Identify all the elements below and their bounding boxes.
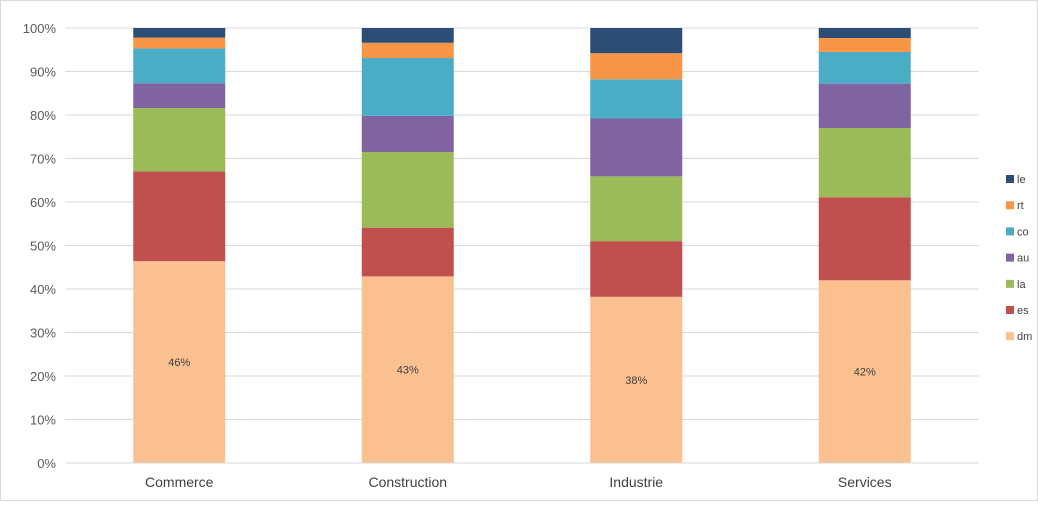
x-tick-label: Construction: [368, 474, 447, 490]
legend-swatch: [1006, 279, 1014, 288]
legend-label: es: [1017, 305, 1029, 317]
bar-segment-le: [133, 28, 226, 38]
legend-item-au: au: [1006, 253, 1029, 265]
legend-item-la: la: [1006, 279, 1026, 291]
bar-segment-es: [590, 241, 683, 297]
bar-segment-la: [133, 108, 226, 172]
legend-item-co: co: [1006, 226, 1029, 238]
bar-segment-dm: [818, 280, 911, 463]
data-labels: 46% 43% 38% 42%: [168, 357, 876, 387]
bar-segment-es: [361, 227, 454, 277]
legend-label: le: [1017, 174, 1026, 186]
data-label: 43%: [397, 365, 419, 377]
bar-segment-au: [590, 118, 683, 177]
legend-item-dm: dm: [1006, 331, 1032, 343]
legend-label: dm: [1017, 331, 1032, 343]
bar-segment-la: [818, 128, 911, 198]
y-tick-label: 100%: [23, 21, 57, 36]
bar-segment-rt: [133, 37, 226, 49]
data-label: 46%: [168, 357, 190, 369]
legend-label: co: [1017, 226, 1029, 238]
bar-segment-le: [590, 28, 683, 54]
bar-segment-au: [361, 115, 454, 152]
bar-segment-co: [590, 79, 683, 119]
y-tick-label: 20%: [30, 369, 56, 384]
legend-swatch: [1006, 175, 1014, 183]
legend-swatch: [1006, 332, 1014, 341]
legend-swatch: [1006, 201, 1014, 210]
bar-segment-dm: [133, 261, 226, 463]
bar-segment-co: [818, 51, 911, 84]
bar-segment-dm: [361, 276, 454, 463]
y-tick-label: 60%: [30, 195, 56, 210]
bar-segment-rt: [361, 42, 454, 59]
bar-segment-rt: [590, 53, 683, 80]
bar-segment-co: [133, 48, 226, 84]
legend-swatch: [1006, 227, 1014, 236]
x-tick-label: Industrie: [609, 474, 663, 490]
bar-segment-la: [590, 176, 683, 242]
legend-item-le: le: [1006, 174, 1026, 186]
y-tick-label: 80%: [30, 108, 56, 123]
x-axis: Commerce Construction Industrie Services: [65, 462, 979, 490]
legend-label: rt: [1017, 200, 1024, 212]
bar-segment-le: [818, 28, 911, 39]
y-tick-label: 40%: [30, 282, 56, 297]
y-axis: 0% 10% 20% 30% 40% 50% 60% 70% 80% 90% 100%: [23, 21, 57, 471]
y-tick-label: 30%: [30, 326, 56, 341]
legend-swatch: [1006, 306, 1014, 314]
bar-segment-le: [361, 28, 454, 43]
y-tick-label: 50%: [30, 239, 56, 254]
legend-label: la: [1017, 279, 1026, 291]
bar-segment-es: [818, 197, 911, 281]
x-tick-label: Services: [838, 474, 892, 490]
x-tick-label: Commerce: [145, 474, 214, 490]
legend-item-es: es: [1006, 305, 1029, 317]
legend-swatch: [1006, 253, 1014, 262]
bar-segment-dm: [590, 296, 683, 463]
legend-label: au: [1017, 253, 1029, 265]
y-tick-label: 70%: [30, 152, 56, 167]
y-tick-label: 90%: [30, 65, 56, 80]
legend: le rt co au la es dm: [1006, 174, 1032, 343]
bar-segment-es: [133, 171, 226, 262]
bar-segment-rt: [818, 38, 911, 52]
bar-segment-co: [361, 58, 454, 116]
bar-segment-la: [361, 151, 454, 228]
y-tick-label: 0%: [37, 456, 56, 471]
legend-item-rt: rt: [1006, 200, 1024, 212]
y-tick-label: 10%: [30, 413, 56, 428]
bar-segment-au: [133, 83, 226, 109]
bar-segment-au: [818, 83, 911, 129]
data-label: 42%: [854, 367, 876, 379]
bars: [133, 28, 911, 463]
data-label: 38%: [625, 375, 647, 387]
